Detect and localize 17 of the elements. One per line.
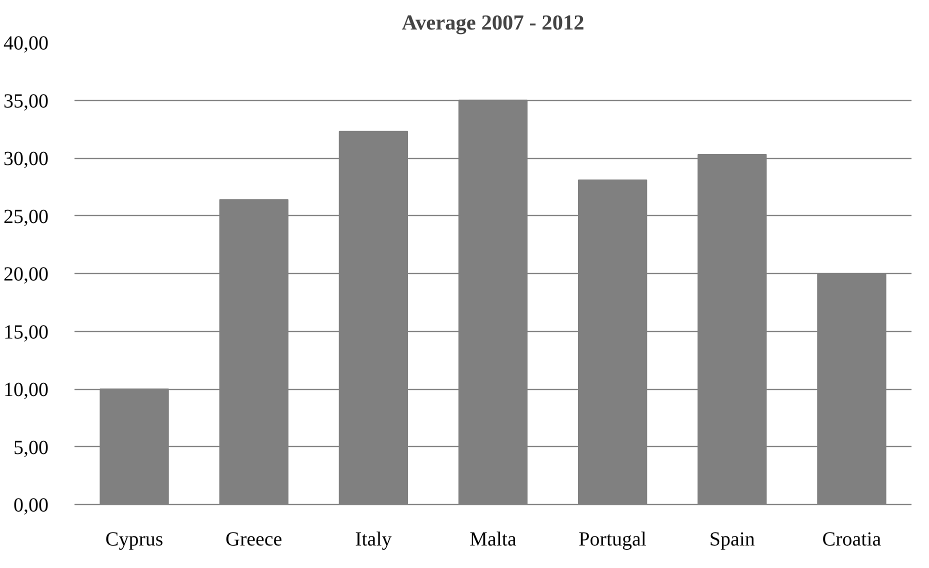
y-tick-label: 0,00 [14,494,48,516]
x-tick-label: Greece [226,528,282,550]
y-tick-label: 35,00 [4,90,48,112]
x-tick-label: Croatia [822,528,882,550]
y-tick-label: 20,00 [4,264,48,286]
y-tick-label: 25,00 [4,206,48,228]
y-tick-label: 5,00 [14,436,48,459]
y-tick-label: 40,00 [4,32,48,54]
x-tick-label: Malta [470,528,516,550]
y-tick-label: 30,00 [4,148,48,170]
y-tick-label: 10,00 [4,379,48,401]
x-tick-label: Italy [355,528,392,550]
x-tick-label: Portugal [578,528,647,550]
y-tick-label: 15,00 [4,321,48,344]
chart-title: Average 2007 - 2012 [402,10,584,34]
x-tick-label: Spain [709,528,755,550]
x-tick-label: Cyprus [105,528,164,550]
